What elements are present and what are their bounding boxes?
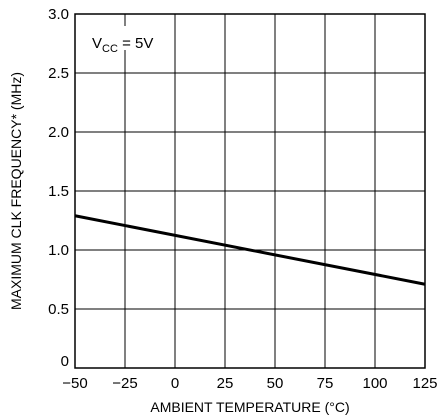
y-tick-label: 2.0 <box>48 124 69 141</box>
vcc-annotation-rest: = 5V <box>118 35 153 52</box>
vcc-annotation-main: V <box>92 35 102 52</box>
series-line <box>74 214 426 286</box>
series-layer <box>74 214 426 286</box>
x-tick-label: 50 <box>267 375 284 392</box>
x-tick-label: 125 <box>412 375 437 392</box>
y-tick-label: 0.5 <box>48 301 69 318</box>
y-tick-label: 1.5 <box>48 183 69 200</box>
vcc-annotation: VCC = 5V <box>92 35 153 55</box>
x-tick-label: 0 <box>171 375 179 392</box>
y-tick-label: 1.0 <box>48 242 69 259</box>
x-tick-label: −25 <box>112 375 137 392</box>
vcc-annotation-sub: CC <box>102 43 118 55</box>
plot-frame <box>74 13 426 369</box>
x-tick-label: −50 <box>62 375 87 392</box>
y-tick-label: 3.0 <box>48 6 69 23</box>
tick-labels: −50 −25 0 25 50 75 100 125 0 0.5 1.0 1.5 2.0 2.5 3.0 <box>48 6 437 392</box>
x-tick-label: 100 <box>362 375 387 392</box>
x-axis-title: AMBIENT TEMPERATURE (°C) <box>150 399 349 415</box>
x-tick-label: 25 <box>217 375 234 392</box>
x-tick-label: 75 <box>317 375 334 392</box>
y-axis-title: MAXIMUM CLK FREQUENCY* (MHz) <box>8 72 24 310</box>
grid <box>75 14 425 368</box>
annotation-box <box>77 26 163 50</box>
y-tick-label: 0 <box>61 353 69 370</box>
y-tick-label: 2.5 <box>48 65 69 82</box>
